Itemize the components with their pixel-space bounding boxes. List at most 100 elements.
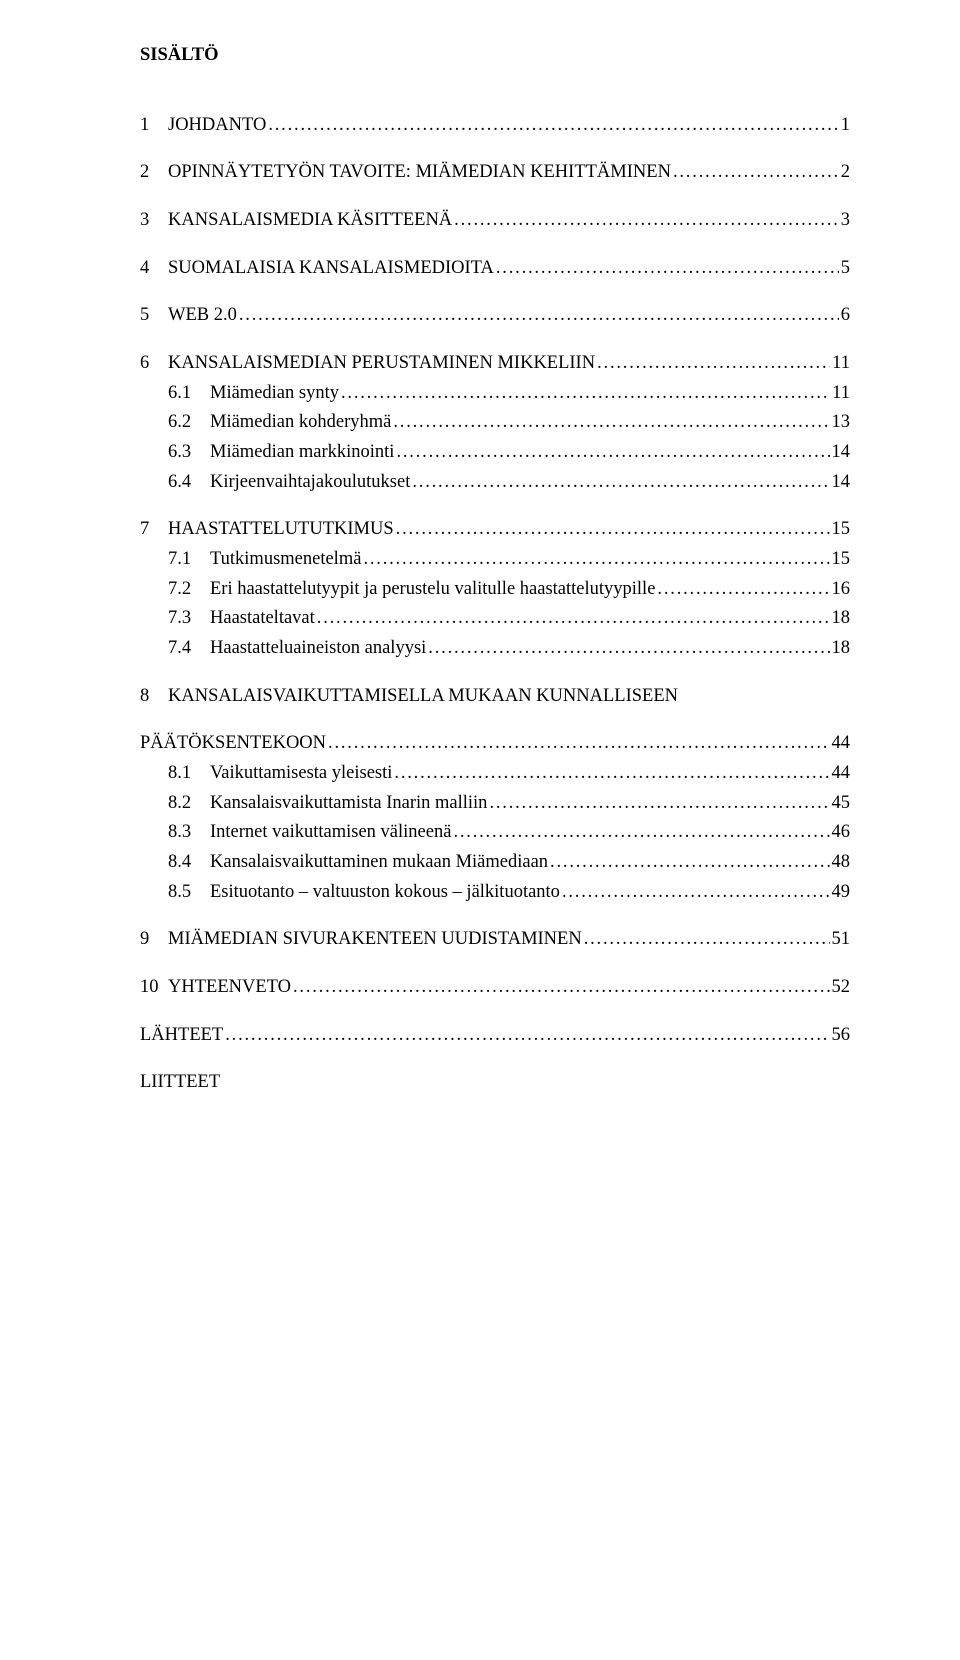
toc-label: Miämedian kohderyhmä [210,411,391,435]
toc-num: 6.1 [168,382,210,406]
toc-dots [562,881,830,905]
toc-entry-liitteet: LIITTEET [140,1071,850,1095]
toc-num: 10 [140,976,168,1000]
toc-entry-8-line2: PÄÄTÖKSENTEKOON 44 [140,732,850,756]
spacer [140,708,850,732]
toc-num: 6 [140,352,168,376]
toc-label: Haastateltavat [210,607,315,631]
spacer [140,661,850,685]
toc-entry-9: 9 MIÄMEDIAN SIVURAKENTEEN UUDISTAMINEN 5… [140,928,850,952]
toc-page: 44 [832,732,851,756]
toc-label: OPINNÄYTETYÖN TAVOITE: MIÄMEDIAN KEHITTÄ… [168,161,671,185]
toc-page: 18 [832,637,851,661]
toc-title: SISÄLTÖ [140,44,850,68]
toc-dots [293,976,830,1000]
toc-label: Kansalaisvaikuttaminen mukaan Miämediaan [210,851,548,875]
toc-entry-7: 7 HAASTATTELUTUTKIMUS 15 [140,518,850,542]
toc-label: PÄÄTÖKSENTEKOON [140,732,326,756]
toc-entry-6-4: 6.4 Kirjeenvaihtajakoulutukset 14 [140,471,850,495]
toc-dots [268,114,838,138]
toc-num: 8.4 [168,851,210,875]
toc-dots [396,441,829,465]
toc-page: 46 [832,821,851,845]
toc-page: 14 [832,471,851,495]
toc-label: LIITTEET [140,1071,220,1095]
toc-entry-2: 2 OPINNÄYTETYÖN TAVOITE: MIÄMEDIAN KEHIT… [140,161,850,185]
toc-dots [597,352,830,376]
toc-dots [412,471,829,495]
toc-dots [341,382,830,406]
toc-page: 1 [841,114,850,138]
toc-num: 8.1 [168,762,210,786]
toc-entry-8-3: 8.3 Internet vaikuttamisen välineenä 46 [140,821,850,845]
toc-label: Kirjeenvaihtajakoulutukset [210,471,410,495]
toc-entry-8-line1: 8 KANSALAISVAIKUTTAMISELLA MUKAAN KUNNAL… [140,685,850,709]
toc-dots [363,548,829,572]
toc-num: 9 [140,928,168,952]
toc-entry-6-3: 6.3 Miämedian markkinointi 14 [140,441,850,465]
toc-page: 2 [841,161,850,185]
toc-label: MIÄMEDIAN SIVURAKENTEEN UUDISTAMINEN [168,928,582,952]
toc-dots [239,304,839,328]
toc-page: 45 [832,792,851,816]
toc-page: 14 [832,441,851,465]
toc-entry-7-3: 7.3 Haastateltavat 18 [140,607,850,631]
spacer [140,494,850,518]
toc-page: 44 [832,762,851,786]
toc-page: 15 [832,518,851,542]
toc-dots [393,411,829,435]
toc-entry-6-1: 6.1 Miämedian synty 11 [140,382,850,406]
toc-entry-8-4: 8.4 Kansalaisvaikuttaminen mukaan Miämed… [140,851,850,875]
toc-label: Haastatteluaineiston analyysi [210,637,426,661]
spacer [140,280,850,304]
toc-dots [225,1024,829,1048]
toc-num: 2 [140,161,168,185]
toc-num: 7.2 [168,578,210,602]
spacer [140,137,850,161]
toc-entry-8-2: 8.2 Kansalaisvaikuttamista Inarin mallii… [140,792,850,816]
toc-entry-lahteet: LÄHTEET 56 [140,1024,850,1048]
toc-page: 16 [832,578,851,602]
toc-label: Miämedian markkinointi [210,441,394,465]
toc-num: 7.1 [168,548,210,572]
toc-page: 11 [832,352,850,376]
toc-dots [454,209,839,233]
toc-num: 7.3 [168,607,210,631]
toc-label: Kansalaisvaikuttamista Inarin malliin [210,792,487,816]
toc-label: WEB 2.0 [168,304,237,328]
toc-page: 18 [832,607,851,631]
toc-label: LÄHTEET [140,1024,223,1048]
toc-entry-7-2: 7.2 Eri haastattelutyypit ja perustelu v… [140,578,850,602]
toc-label: JOHDANTO [168,114,266,138]
toc-label: KANSALAISMEDIA KÄSITTEENÄ [168,209,452,233]
toc-entry-1: 1 JOHDANTO 1 [140,114,850,138]
spacer [140,233,850,257]
toc-dots [394,762,829,786]
spacer [140,185,850,209]
toc-num: 8.2 [168,792,210,816]
toc-entry-6: 6 KANSALAISMEDIAN PERUSTAMINEN MIKKELIIN… [140,352,850,376]
toc-label: KANSALAISMEDIAN PERUSTAMINEN MIKKELIIN [168,352,595,376]
toc-page: 52 [832,976,851,1000]
toc-page: 56 [832,1024,851,1048]
toc-dots [673,161,839,185]
toc-num: 3 [140,209,168,233]
toc-num: 4 [140,257,168,281]
toc-num: 6.4 [168,471,210,495]
spacer [140,904,850,928]
toc-page: 6 [841,304,850,328]
toc-page: 15 [832,548,851,572]
toc-page: 11 [832,382,850,406]
toc-page: 51 [832,928,851,952]
toc-page: 5 [841,257,850,281]
toc-label: SUOMALAISIA KANSALAISMEDIOITA [168,257,494,281]
toc-entry-7-1: 7.1 Tutkimusmenetelmä 15 [140,548,850,572]
toc-dots [489,792,829,816]
toc-page: 13 [832,411,851,435]
toc-dots [550,851,829,875]
toc-dots [584,928,830,952]
toc-label: YHTEENVETO [168,976,291,1000]
toc-label: KANSALAISVAIKUTTAMISELLA MUKAAN KUNNALLI… [168,685,678,709]
spacer [140,1047,850,1071]
toc-dots [317,607,830,631]
